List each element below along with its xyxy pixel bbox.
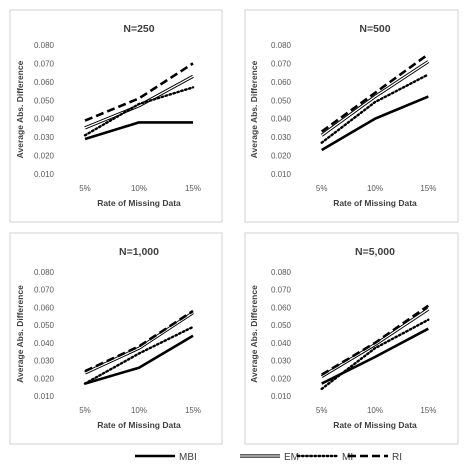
chart-panel: N=500 0.010 0.020 0.030 0.040 0.050 0.060 0.070…: [244, 9, 459, 223]
y-tick-label: 0.030: [271, 357, 292, 366]
y-tick-label: 0.030: [34, 357, 55, 366]
y-tick-label: 0.020: [271, 374, 292, 383]
y-tick-label: 0.070: [271, 286, 292, 295]
series-line-em-inner: [321, 61, 429, 136]
x-tick-label: 15%: [185, 406, 201, 415]
x-axis-label: Rate of Missing Data: [97, 420, 181, 430]
series-line-ri: [84, 309, 194, 373]
y-tick-label: 0.040: [34, 115, 55, 124]
panel-title: N=250: [123, 23, 154, 35]
y-tick-label: 0.020: [34, 374, 55, 383]
y-axis-label: Average Abs. Difference: [15, 285, 25, 383]
series-line-ri: [84, 62, 194, 122]
y-tick-label: 0.040: [271, 115, 292, 124]
legend-label: EM: [284, 452, 299, 463]
series-line-mbi: [84, 334, 194, 385]
y-axis-label: Average Abs. Difference: [249, 60, 259, 158]
chart-panel: N=1,000 0.010 0.020 0.030 0.040 0.050 0.060 0.0…: [9, 232, 223, 445]
y-tick-label: 0.070: [34, 286, 55, 295]
x-axis-label: Rate of Missing Data: [333, 420, 417, 430]
series-line-ri: [321, 304, 430, 376]
y-tick-label: 0.050: [271, 96, 292, 105]
y-tick-label: 0.080: [271, 41, 292, 50]
panel-title: N=5,000: [355, 246, 395, 258]
y-tick-label: 0.080: [34, 268, 55, 277]
legend: MBI EM MI RI: [135, 452, 402, 463]
series-line-em-inner: [84, 75, 194, 129]
y-tick-label: 0.050: [34, 96, 55, 105]
panel-frame: [244, 232, 459, 445]
y-tick-label: 0.080: [34, 41, 55, 50]
y-axis-label: Average Abs. Difference: [15, 60, 25, 158]
chart-panel: N=250 0.010 0.020 0.030 0.040 0.050 0.060 0.070…: [9, 9, 223, 223]
series-line-em-inner: [321, 308, 429, 378]
chart-panel: N=5,000 0.010 0.020 0.030 0.040 0.050 0.060 0.0…: [244, 232, 459, 445]
y-tick-label: 0.050: [34, 321, 55, 330]
y-tick-label: 0.060: [271, 303, 292, 312]
y-tick-label: 0.040: [271, 339, 292, 348]
x-tick-label: 5%: [79, 184, 91, 193]
panel-title: N=1,000: [119, 246, 159, 258]
y-tick-label: 0.010: [34, 170, 55, 179]
x-tick-label: 15%: [420, 184, 436, 193]
y-tick-label: 0.060: [271, 78, 292, 87]
x-tick-label: 10%: [367, 184, 383, 193]
x-tick-label: 5%: [79, 406, 91, 415]
y-tick-label: 0.010: [271, 392, 292, 401]
y-tick-label: 0.060: [34, 303, 55, 312]
y-tick-label: 0.020: [34, 152, 55, 161]
y-tick-label: 0.010: [271, 170, 292, 179]
x-axis-label: Rate of Missing Data: [333, 198, 417, 208]
y-tick-label: 0.040: [34, 339, 55, 348]
y-axis-label: Average Abs. Difference: [249, 285, 259, 383]
x-tick-label: 5%: [316, 184, 328, 193]
legend-label: MI: [342, 452, 353, 463]
series-line-mi: [320, 73, 430, 144]
y-tick-label: 0.030: [271, 133, 292, 142]
x-axis-label: Rate of Missing Data: [97, 198, 181, 208]
y-tick-label: 0.070: [34, 59, 55, 68]
x-tick-label: 15%: [185, 184, 201, 193]
x-tick-label: 15%: [420, 406, 436, 415]
series-line-mbi: [84, 121, 193, 141]
y-tick-label: 0.060: [34, 78, 55, 87]
panel-title: N=500: [359, 23, 390, 35]
panel-frame: [244, 9, 459, 223]
series-line-mi: [320, 318, 430, 391]
series-line-ri: [320, 53, 430, 133]
x-tick-label: 5%: [316, 406, 328, 415]
x-tick-label: 10%: [131, 184, 147, 193]
y-tick-label: 0.010: [34, 392, 55, 401]
series-line-mi: [83, 86, 195, 137]
series-line-mi: [83, 325, 195, 385]
series-line-em-inner: [84, 312, 194, 374]
y-tick-label: 0.050: [271, 321, 292, 330]
y-tick-label: 0.030: [34, 133, 55, 142]
series-line-mbi: [321, 95, 429, 152]
y-tick-label: 0.070: [271, 59, 292, 68]
legend-label: MBI: [179, 452, 197, 463]
y-tick-label: 0.020: [271, 152, 292, 161]
x-tick-label: 10%: [367, 406, 383, 415]
legend-label: RI: [392, 452, 402, 463]
x-tick-label: 10%: [131, 406, 147, 415]
y-tick-label: 0.080: [271, 268, 292, 277]
